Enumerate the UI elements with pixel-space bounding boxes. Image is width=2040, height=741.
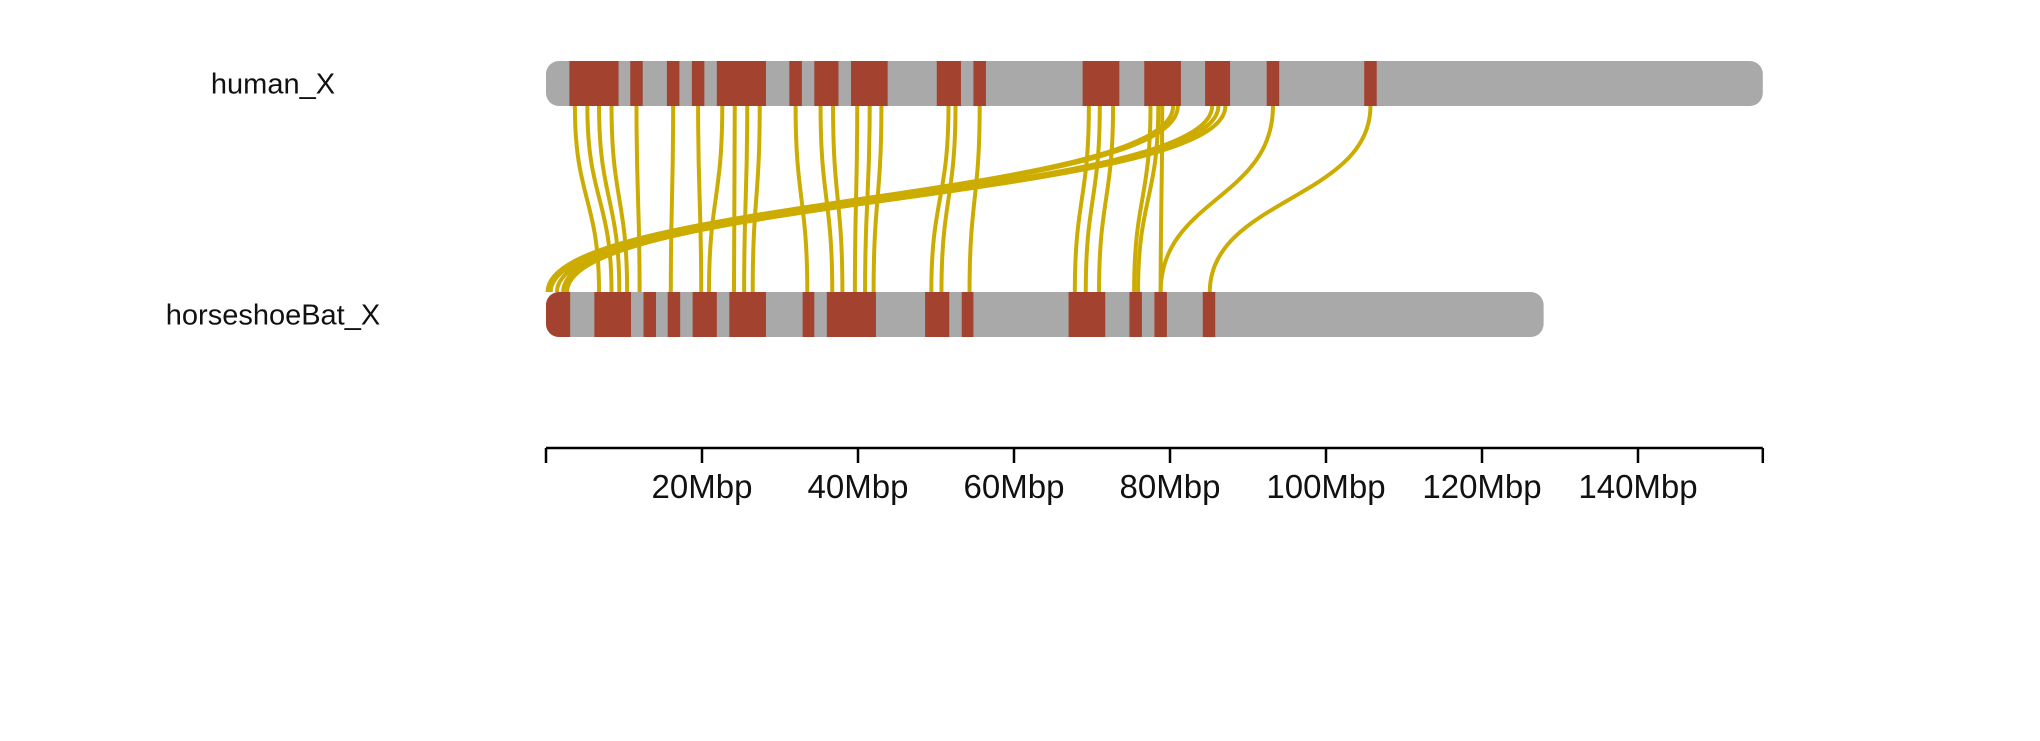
synteny-block xyxy=(729,292,766,337)
chromosome-bar xyxy=(546,292,1544,337)
synteny-link xyxy=(1097,105,1116,293)
synteny-block xyxy=(692,292,717,337)
synteny-block xyxy=(1129,292,1142,337)
synteny-block xyxy=(973,61,986,106)
synteny-block xyxy=(802,292,815,337)
synteny-link xyxy=(668,105,676,293)
synteny-block xyxy=(1266,61,1280,106)
tick-label: 80Mbp xyxy=(1120,468,1221,505)
synteny-link xyxy=(609,105,630,293)
synteny-link xyxy=(742,105,750,293)
tick-label: 100Mbp xyxy=(1266,468,1385,505)
synteny-link xyxy=(1207,105,1373,293)
scale-axis: 20Mbp 40Mbp 60Mbp 80Mbp 100Mbp 120Mbp 140Mbp xyxy=(544,446,1765,505)
synteny-link xyxy=(1072,105,1091,293)
synteny-block xyxy=(667,292,681,337)
synteny-link xyxy=(793,105,810,293)
synteny-link xyxy=(1158,105,1165,293)
synteny-block xyxy=(546,292,571,337)
synteny-block xyxy=(643,292,656,337)
synteny-block xyxy=(716,61,766,106)
tick-label: 40Mbp xyxy=(808,468,909,505)
tick-label: 60Mbp xyxy=(964,468,1065,505)
synteny-link xyxy=(818,105,835,293)
synteny-block xyxy=(814,61,839,106)
synteny-link xyxy=(939,105,958,293)
chromosome-label: human_X xyxy=(211,69,335,101)
synteny-link xyxy=(1158,105,1275,293)
synteny-block xyxy=(961,292,974,337)
synteny-block xyxy=(826,292,876,337)
synteny-block xyxy=(666,61,680,106)
synteny-block xyxy=(691,61,705,106)
synteny-links xyxy=(545,105,1373,293)
synteny-block xyxy=(594,292,632,337)
synteny-block xyxy=(1082,61,1120,106)
chromosome-human: human_X xyxy=(211,61,1763,106)
synteny-block xyxy=(925,292,950,337)
tick-label: 140Mbp xyxy=(1578,468,1697,505)
tick-label: 20Mbp xyxy=(652,468,753,505)
synteny-link xyxy=(750,105,762,293)
synteny-block xyxy=(1154,292,1167,337)
synteny-block xyxy=(850,61,888,106)
synteny-link xyxy=(967,105,982,293)
synteny-link xyxy=(1136,105,1161,293)
synteny-link xyxy=(597,105,622,293)
synteny-block xyxy=(789,61,802,106)
synteny-link xyxy=(707,105,725,293)
chromosome-tracks: human_X horseshoeBat_X xyxy=(166,61,1763,337)
chromosome-label: horseshoeBat_X xyxy=(166,300,380,332)
chromosome-horseshoeBat: horseshoeBat_X xyxy=(166,292,1544,337)
synteny-link xyxy=(696,105,704,293)
tick-label: 120Mbp xyxy=(1422,468,1541,505)
synteny-block xyxy=(1202,292,1216,337)
synteny-link xyxy=(634,105,642,293)
synteny-block xyxy=(1144,61,1181,106)
synteny-block xyxy=(936,61,961,106)
synteny-link xyxy=(585,105,614,293)
synteny-block xyxy=(569,61,619,106)
synteny-block xyxy=(1364,61,1377,106)
synteny-block xyxy=(630,61,643,106)
synteny-block xyxy=(1205,61,1231,106)
synteny-block xyxy=(1068,292,1106,337)
synteny-link xyxy=(565,105,1228,293)
synteny-link xyxy=(1083,105,1102,293)
synteny-link xyxy=(831,105,845,293)
synteny-link xyxy=(731,105,737,293)
synteny-link xyxy=(929,105,951,293)
